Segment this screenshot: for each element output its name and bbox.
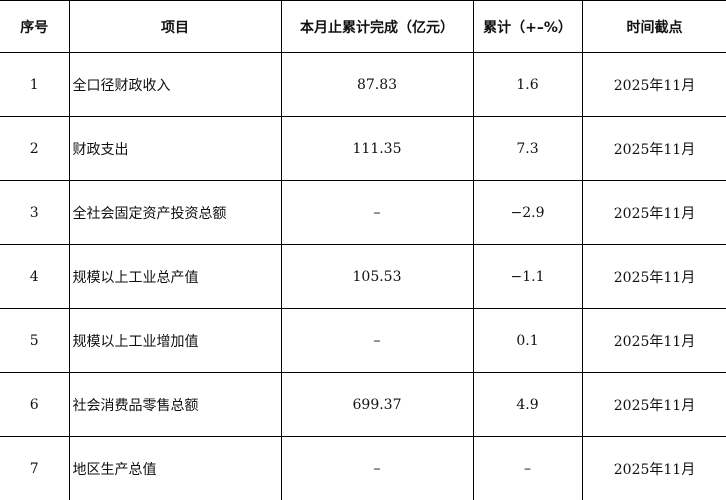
cell-period: 2025年11月 [582,437,726,500]
cell-period: 2025年11月 [582,373,726,437]
cell-period: 2025年11月 [582,53,726,117]
cell-growth-percent: – [473,437,582,500]
cell-cumulative-value: 111.35 [281,117,473,181]
cell-cumulative-value: – [281,181,473,245]
header-row: 序号项目本月止累计完成（亿元）累计（+–%）时间截点 [0,1,726,53]
cell-cumulative-value: – [281,437,473,500]
cell-item: 全口径财政收入 [69,53,281,117]
cell-growth-percent: −1.1 [473,245,582,309]
cell-cumulative-value: 105.53 [281,245,473,309]
cell-growth-percent: 7.3 [473,117,582,181]
cell-item: 社会消费品零售总额 [69,373,281,437]
cell-item: 规模以上工业增加值 [69,309,281,373]
cell-seq: 7 [0,437,69,500]
cell-period: 2025年11月 [582,181,726,245]
cell-cumulative-value: – [281,309,473,373]
cell-period: 2025年11月 [582,309,726,373]
header-growth-percent: 累计（+–%） [473,1,582,53]
header-item: 项目 [69,1,281,53]
cell-item: 规模以上工业总产值 [69,245,281,309]
cell-seq: 4 [0,245,69,309]
cell-growth-percent: −2.9 [473,181,582,245]
header-seq: 序号 [0,1,69,53]
cell-seq: 2 [0,117,69,181]
cell-growth-percent: 1.6 [473,53,582,117]
header-cumulative-value: 本月止累计完成（亿元） [281,1,473,53]
cell-growth-percent: 4.9 [473,373,582,437]
cell-seq: 1 [0,53,69,117]
cell-cumulative-value: 699.37 [281,373,473,437]
cell-item: 财政支出 [69,117,281,181]
cell-item: 全社会固定资产投资总额 [69,181,281,245]
cell-period: 2025年11月 [582,117,726,181]
cell-seq: 5 [0,309,69,373]
cell-cumulative-value: 87.83 [281,53,473,117]
header-period: 时间截点 [582,1,726,53]
cell-seq: 3 [0,181,69,245]
cell-growth-percent: 0.1 [473,309,582,373]
cell-seq: 6 [0,373,69,437]
cell-period: 2025年11月 [582,245,726,309]
cell-item: 地区生产总值 [69,437,281,500]
